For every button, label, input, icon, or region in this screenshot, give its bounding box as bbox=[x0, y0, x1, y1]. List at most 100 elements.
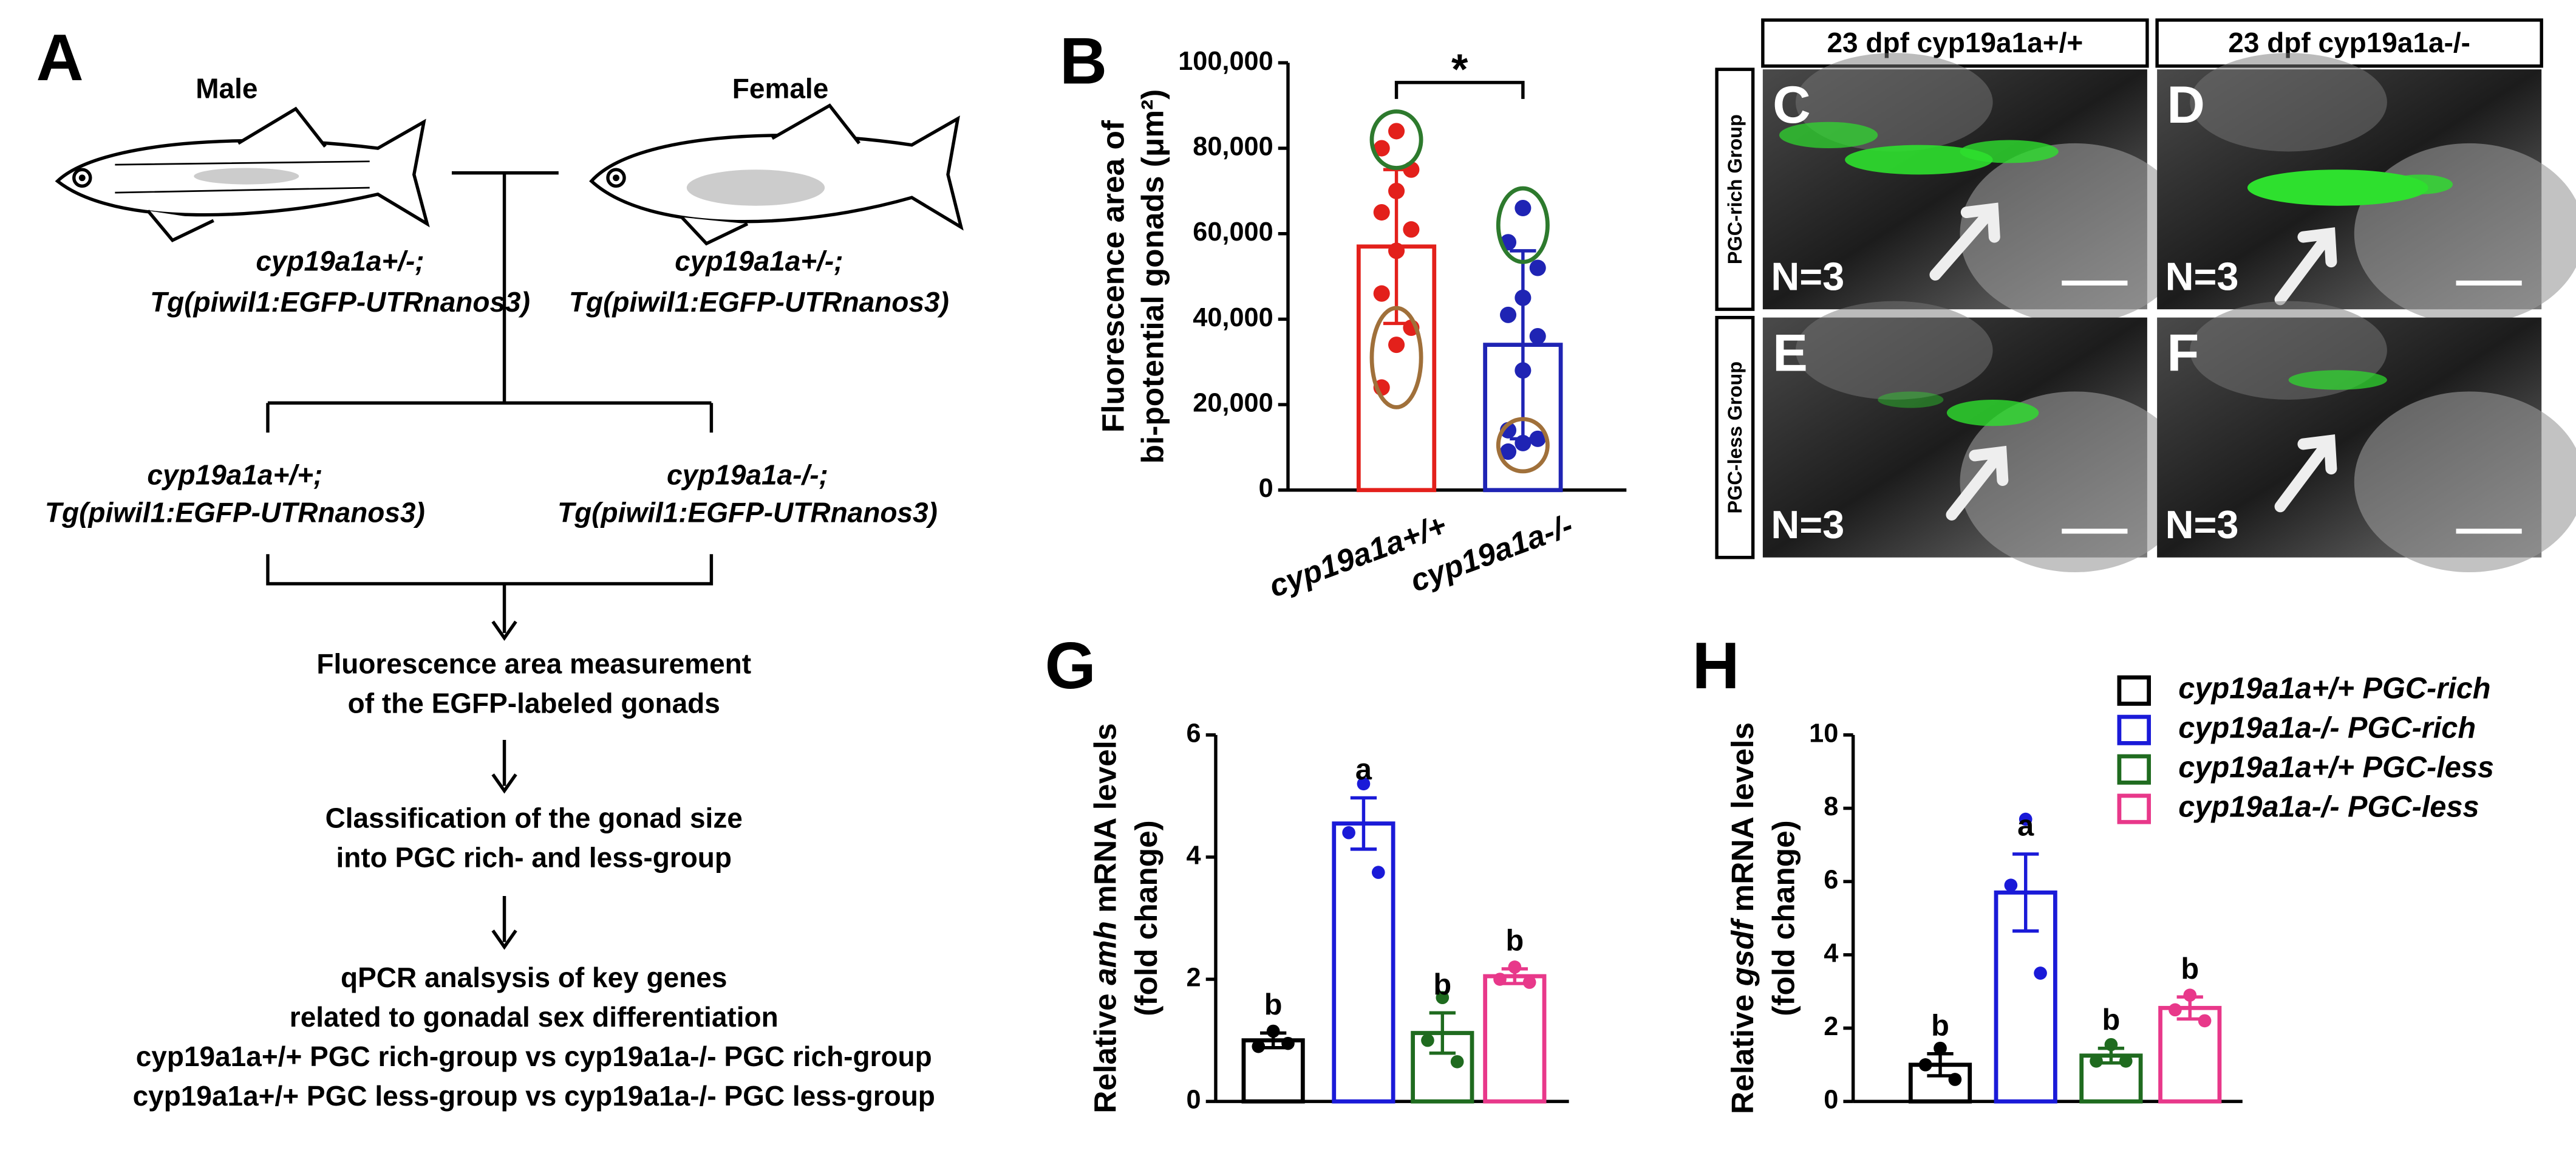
genotype: cyp19a1a+/-; bbox=[675, 245, 843, 277]
genotype: cyp19a1a+/-; bbox=[256, 245, 424, 277]
fish-female bbox=[680, 216, 749, 246]
genotype: Tg(piwil1:EGFP-UTRnanos3) bbox=[150, 286, 530, 318]
data-point bbox=[1266, 1024, 1280, 1038]
data-point bbox=[2183, 988, 2197, 1002]
y-tick-label: 2 bbox=[1824, 1012, 1838, 1041]
data-point bbox=[1499, 443, 1517, 460]
step-text: cyp19a1a+/+ PGC less-group vs cyp19a1a-/… bbox=[133, 1080, 935, 1112]
step-text: into PGC rich- and less-group bbox=[336, 842, 731, 874]
fish-male bbox=[115, 160, 370, 194]
bar bbox=[1483, 974, 1547, 1104]
fish-male bbox=[146, 210, 214, 242]
panel-label: C bbox=[1773, 76, 1811, 134]
flowchart: A Male Female cyp19a1a+/-; Tg(piwil1:EGF… bbox=[36, 21, 964, 1112]
connector bbox=[266, 171, 714, 433]
step-text: of the EGFP-labeled gonads bbox=[348, 687, 720, 719]
genotype: Tg(piwil1:EGFP-UTRnanos3) bbox=[569, 286, 949, 318]
data-point bbox=[1421, 1033, 1434, 1047]
tissue bbox=[2354, 143, 2576, 324]
arrow bbox=[1946, 445, 2009, 521]
data-point bbox=[1529, 259, 1546, 276]
significance-letter: a bbox=[2017, 810, 2034, 843]
connector bbox=[491, 620, 517, 641]
data-point bbox=[2104, 1038, 2118, 1052]
y-axis-label-part: gsdf bbox=[1725, 917, 1760, 987]
step-text: Fluorescence area measurement bbox=[316, 648, 751, 679]
panel-label: B bbox=[1060, 24, 1107, 97]
data-point bbox=[1934, 1041, 1947, 1055]
data-point bbox=[2019, 812, 2033, 826]
panel-label: G bbox=[1045, 629, 1096, 702]
gfp-signal bbox=[2288, 370, 2387, 390]
tissue bbox=[1960, 391, 2190, 573]
data-point bbox=[1918, 1058, 1932, 1072]
y-axis-label: (fold change) bbox=[1128, 820, 1164, 1016]
bar bbox=[2158, 1005, 2222, 1104]
y-tick-label: 60,000 bbox=[1193, 217, 1273, 247]
data-point bbox=[1403, 221, 1420, 238]
data-point bbox=[1371, 866, 1385, 879]
legend-swatch bbox=[2117, 793, 2151, 824]
genotype: Tg(piwil1:EGFP-UTRnanos3) bbox=[557, 497, 938, 528]
legend-label: cyp19a1a-/- PGC-rich bbox=[2178, 712, 2476, 745]
y-tick-label: 0 bbox=[1259, 474, 1273, 503]
y-tick-label: 0 bbox=[1187, 1086, 1201, 1115]
data-point bbox=[1281, 1036, 1295, 1050]
step-text: qPCR analsysis of key genes bbox=[341, 962, 727, 993]
significance-letter: a bbox=[1355, 753, 1372, 786]
y-axis-label: Fluorescence area of bbox=[1095, 120, 1131, 433]
fish-male bbox=[194, 168, 299, 185]
panel-label: F bbox=[2167, 324, 2199, 383]
highlight-ring bbox=[1496, 417, 1550, 474]
y-axis-label-part: amh bbox=[1087, 921, 1122, 985]
tissue bbox=[1795, 301, 1993, 400]
data-point bbox=[2119, 1054, 2133, 1068]
step-text: Classification of the gonad size bbox=[325, 802, 743, 834]
legend-label: cyp19a1a-/- PGC-less bbox=[2178, 790, 2479, 823]
y-tick-label: 100,000 bbox=[1178, 47, 1273, 76]
gfp-signal bbox=[1960, 140, 2059, 163]
data-point bbox=[1948, 1073, 1962, 1086]
y-axis-label: (fold change) bbox=[1765, 820, 1801, 1016]
legend-label: cyp19a1a+/+ PGC-less bbox=[2178, 751, 2494, 784]
data-point bbox=[1508, 960, 1522, 974]
gfp-signal bbox=[2387, 174, 2453, 194]
panel-label: A bbox=[36, 21, 84, 94]
panel-label: E bbox=[1773, 324, 1808, 383]
y-axis-label: Relative gsdf mRNA levels bbox=[1725, 722, 1760, 1114]
significance-marker: * bbox=[1451, 45, 1468, 93]
y-tick-label: 40,000 bbox=[1193, 303, 1273, 332]
tissue bbox=[1960, 143, 2190, 324]
fish-male bbox=[55, 106, 430, 242]
highlight-ring bbox=[1496, 186, 1550, 264]
y-tick-label: 80,000 bbox=[1193, 132, 1273, 161]
sample-size: N=3 bbox=[1771, 502, 1844, 547]
gfp-signal bbox=[1878, 391, 1944, 408]
step-text: related to gonadal sex differentiation bbox=[290, 1001, 779, 1033]
data-point bbox=[1529, 328, 1546, 345]
legend-swatch bbox=[2117, 675, 2151, 706]
gfp-signal bbox=[2247, 169, 2428, 206]
connector bbox=[266, 171, 714, 950]
data-point bbox=[1388, 337, 1405, 354]
error-bar bbox=[1429, 1011, 1456, 1055]
sex-label: Male bbox=[196, 73, 257, 104]
column-header-box bbox=[1761, 18, 2149, 68]
fish-female bbox=[771, 103, 861, 145]
bar bbox=[1241, 1038, 1305, 1104]
data-point bbox=[1515, 289, 1532, 306]
data-point bbox=[1388, 123, 1405, 140]
tissue bbox=[2190, 53, 2387, 152]
arrow bbox=[1929, 202, 2000, 281]
fish-male bbox=[78, 174, 86, 182]
data-point bbox=[1342, 826, 1355, 840]
highlight-ring bbox=[1369, 109, 1423, 170]
column-header: 23 dpf cyp19a1a-/- bbox=[2228, 27, 2470, 58]
error-bar bbox=[1350, 796, 1377, 851]
y-axis-label-part: (fold change) bbox=[1128, 820, 1164, 1016]
connector bbox=[491, 739, 517, 794]
significance-letter: b bbox=[2102, 1004, 2121, 1036]
gfp-signal bbox=[1946, 399, 2039, 426]
data-point bbox=[1357, 777, 1371, 791]
